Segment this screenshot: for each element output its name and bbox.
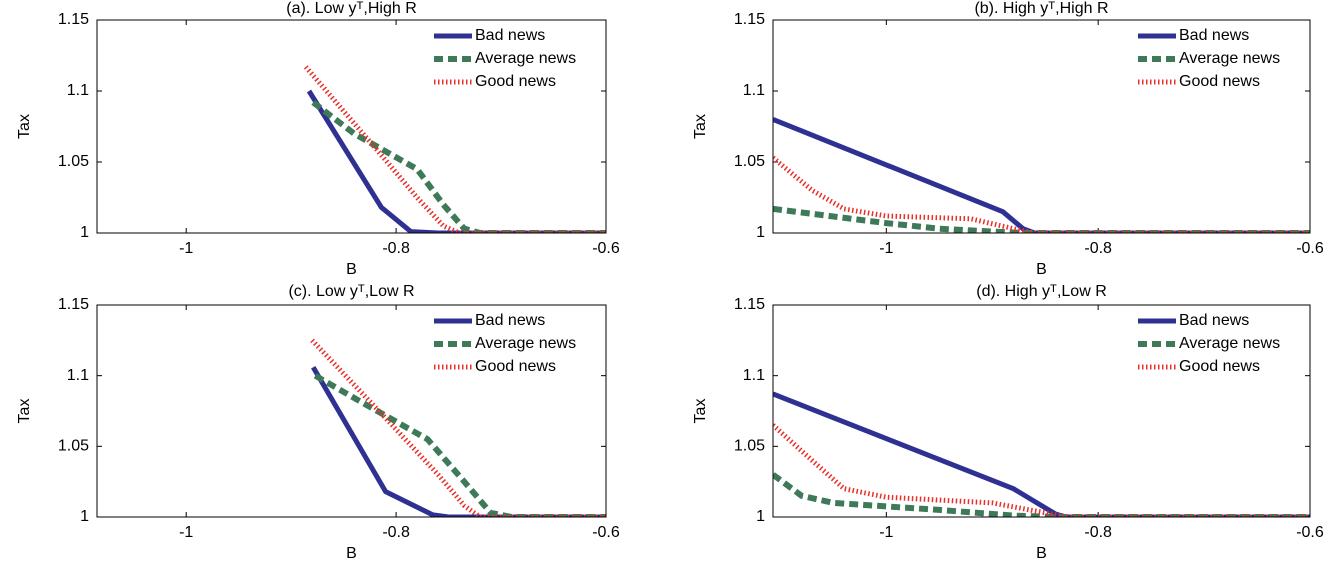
series-line	[773, 205, 1310, 233]
legend-label: Average news	[475, 50, 576, 67]
axes-frame	[96, 19, 607, 234]
legend-label: Bad news	[1179, 27, 1249, 44]
x-axis-label: B	[346, 261, 357, 278]
series-line	[313, 373, 606, 517]
subplot: (d). High yᵀ,Low R B Tax 1 1.05 1.1 1.15 -1 -0.8…	[692, 283, 1324, 562]
y-tick-label: 1	[756, 508, 765, 525]
x-tick-label: -1	[879, 240, 893, 257]
x-tick-label: -1	[179, 240, 193, 257]
y-axis-label: Tax	[692, 114, 709, 139]
series-line	[310, 338, 606, 517]
legend-label: Bad news	[475, 27, 545, 44]
legend-label: Good news	[1179, 358, 1260, 375]
x-tick-label: -0.8	[382, 524, 410, 541]
legend-label: Good news	[475, 73, 556, 90]
x-tick-label: -0.8	[1084, 240, 1112, 257]
x-tick-label: -1	[879, 524, 893, 541]
series-line	[773, 117, 1310, 233]
x-tick-label: -0.6	[592, 524, 620, 541]
y-axis-label: Tax	[692, 399, 709, 424]
y-tick-label: 1.15	[734, 296, 765, 313]
series-line	[303, 65, 606, 233]
legend-label: Good news	[475, 358, 556, 375]
legend-label: Average news	[1179, 335, 1280, 352]
axes-frame	[772, 19, 1311, 234]
x-tick-label: -0.6	[1296, 524, 1324, 541]
legend-label: Bad news	[475, 312, 545, 329]
x-tick-label: -0.6	[1296, 240, 1324, 257]
legend-label: Average news	[1179, 50, 1280, 67]
y-tick-label: 1.1	[743, 82, 765, 99]
y-tick-label: 1	[80, 508, 89, 525]
x-tick-label: -0.6	[592, 240, 620, 257]
legend-label: Good news	[1179, 73, 1260, 90]
y-tick-label: 1.1	[67, 82, 89, 99]
subplot-title: (d). High yᵀ,Low R	[976, 283, 1107, 300]
x-axis-label: B	[1036, 261, 1047, 278]
y-tick-label: 1.15	[58, 296, 89, 313]
axes-frame	[96, 304, 607, 518]
y-tick-label: 1.1	[67, 367, 89, 384]
series-line	[306, 89, 606, 233]
subplot-title: (c). Low yᵀ,Low R	[288, 283, 414, 300]
series-line	[773, 472, 1310, 517]
y-axis-label: Tax	[16, 114, 33, 139]
subplot: (c). Low yᵀ,Low R B Tax 1 1.05 1.1 1.15 -1 -0.8 -…	[16, 283, 620, 562]
y-tick-label: 1.05	[58, 153, 89, 170]
subplot-title: (b). High yᵀ,High R	[974, 0, 1108, 17]
y-tick-label: 1.1	[743, 367, 765, 384]
x-axis-label: B	[346, 545, 357, 562]
series-line	[773, 155, 1310, 233]
y-tick-label: 1.15	[734, 11, 765, 28]
x-tick-label: -0.8	[382, 240, 410, 257]
x-tick-label: -1	[179, 524, 193, 541]
subplot: (b). High yᵀ,High R B Tax 1 1.05 1.1 1.15 -1 -0.…	[692, 0, 1324, 278]
y-tick-label: 1	[80, 224, 89, 241]
x-axis-label: B	[1036, 545, 1047, 562]
subplot-title: (a). Low yᵀ,High R	[286, 0, 417, 17]
y-tick-label: 1.05	[734, 438, 765, 455]
legend-label: Average news	[475, 335, 576, 352]
y-tick-label: 1.05	[58, 438, 89, 455]
series-line	[773, 423, 1310, 517]
legend-label: Bad news	[1179, 312, 1249, 329]
y-tick-label: 1	[756, 224, 765, 241]
series-line	[773, 391, 1310, 517]
x-tick-label: -0.8	[1084, 524, 1112, 541]
series-line	[311, 365, 606, 517]
axes-frame	[772, 304, 1311, 518]
y-tick-label: 1.05	[734, 153, 765, 170]
y-axis-label: Tax	[16, 399, 33, 424]
subplot: (a). Low yᵀ,High R B Tax 1 1.05 1.1 1.15 -1 -0.8…	[16, 0, 620, 278]
y-tick-label: 1.15	[58, 11, 89, 28]
